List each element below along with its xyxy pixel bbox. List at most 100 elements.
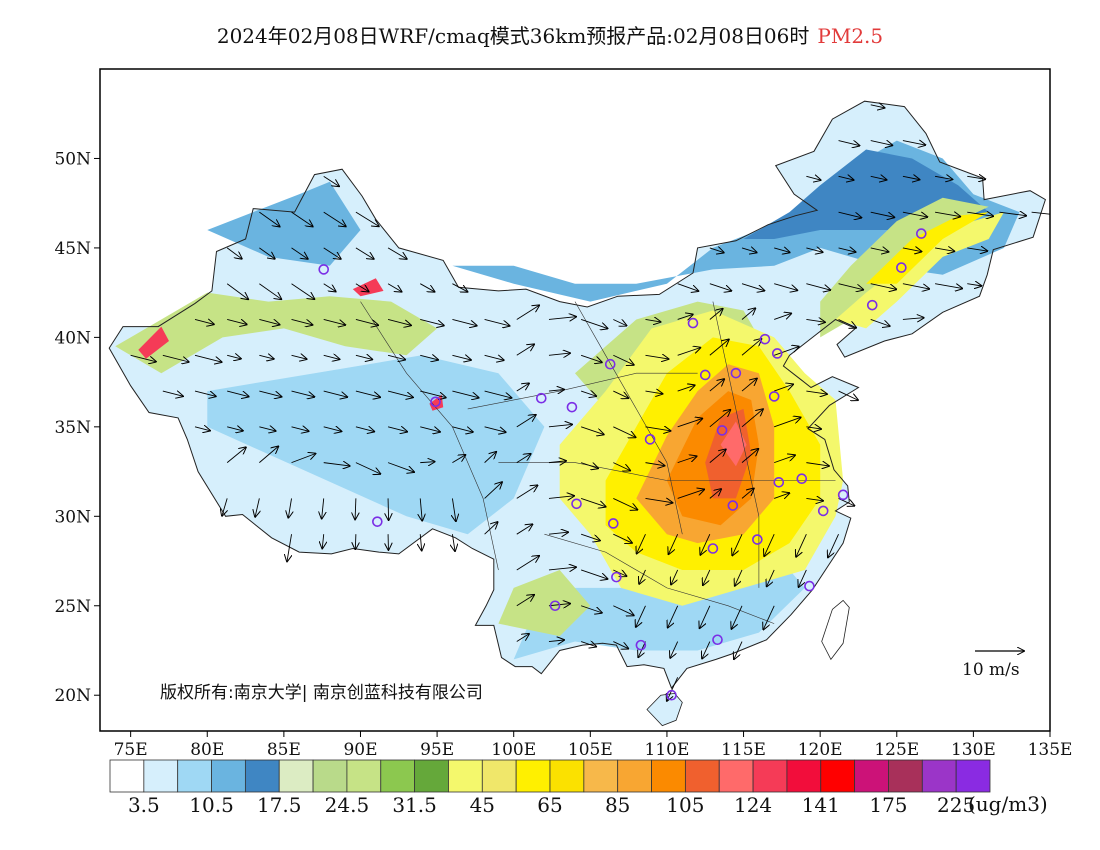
wind-arrow <box>870 105 885 108</box>
wind-arrow <box>580 533 600 540</box>
wind-arrow <box>636 605 646 627</box>
legend-label: 45 <box>470 793 495 817</box>
wind-arrow <box>259 283 281 299</box>
legend-label: 225 <box>937 793 975 817</box>
lat-tick-label: 45N <box>54 239 91 259</box>
wind-arrow <box>452 283 467 292</box>
wind-arrow <box>774 313 791 320</box>
copyright-text: 版权所有:南京大学| 南京创蓝科技有限公司 <box>160 683 483 703</box>
latitude-axis: 20N 25N 30N 35N 40N 45N 50N <box>54 149 100 706</box>
station-marker <box>752 534 763 545</box>
wind-arrow <box>613 462 630 471</box>
wind-arrow <box>194 390 216 396</box>
wind-arrow <box>322 498 324 518</box>
longitude-axis: 75E 80E 85E 90E 95E 100E 105E 110E 115E 120E 125E 1… <box>114 731 1072 760</box>
station-marker <box>535 392 547 404</box>
wind-arrow <box>613 354 633 365</box>
wind-arrow <box>667 677 679 701</box>
wind-arrow <box>387 283 401 292</box>
station-marker <box>687 317 699 329</box>
wind-arrow <box>194 319 214 324</box>
wind-arrow <box>420 355 438 360</box>
wind-arrow <box>677 419 703 428</box>
station-marker <box>571 498 582 510</box>
wind-arrow <box>259 211 279 226</box>
wind-arrow <box>580 426 604 435</box>
legend-label: 141 <box>802 793 840 817</box>
wind-arrow <box>227 319 246 324</box>
wind-arrow <box>291 247 308 259</box>
station-marker <box>716 425 728 436</box>
wind-arrow <box>645 355 668 359</box>
wind-arrow <box>645 463 664 466</box>
legend-label: 10.5 <box>189 793 234 817</box>
legend-units: (ug/m3) <box>968 792 1048 816</box>
lon-tick-label: 80E <box>190 740 224 760</box>
wind-arrow <box>516 305 539 320</box>
station-marker <box>837 489 849 501</box>
wind-arrow <box>548 496 574 499</box>
legend-label: 124 <box>734 793 772 817</box>
wind-arrow <box>323 463 350 466</box>
concentration-band <box>138 326 169 359</box>
wind-arrow <box>709 340 729 356</box>
province-boundary <box>544 533 775 624</box>
wind-arrow <box>580 605 602 613</box>
wind-arrow <box>420 462 434 463</box>
wind-arrow <box>806 176 820 180</box>
wind-arrow <box>645 498 672 502</box>
wind-arrow <box>259 319 279 324</box>
wind-arrow <box>387 319 411 325</box>
station-marker <box>730 367 742 379</box>
station-marker <box>773 477 785 488</box>
wind-arrow <box>774 347 799 356</box>
wind-arrow <box>387 462 414 472</box>
wind-arrow <box>796 534 807 556</box>
wind-arrow <box>709 489 721 499</box>
wind-arrow <box>700 534 711 555</box>
wind-arrow <box>774 417 800 428</box>
wind-arrow <box>774 493 789 498</box>
wind-arrow <box>420 319 444 325</box>
wind-arrow <box>548 353 570 355</box>
wind-arrow <box>709 449 726 463</box>
legend-swatch <box>244 759 280 793</box>
station-marker <box>817 505 829 517</box>
wind-arrow <box>484 319 510 325</box>
wind-arrow <box>162 391 183 396</box>
wind-arrow <box>259 247 274 259</box>
wind-arrow <box>194 354 222 362</box>
legend-swatch <box>380 759 416 793</box>
lon-tick-label: 105E <box>568 740 613 760</box>
wind-arrow <box>902 318 924 320</box>
wind-arrow <box>967 284 981 286</box>
wind-arrow <box>670 641 679 658</box>
wind-arrow <box>806 463 828 466</box>
wind-arrow <box>162 354 189 362</box>
wind-arrow <box>259 355 273 359</box>
lon-tick-label: 75E <box>114 740 148 760</box>
wind-arrow <box>806 283 830 290</box>
wind-arrow <box>388 498 389 520</box>
wind-arrow <box>291 355 307 359</box>
wind-arrow <box>548 390 564 392</box>
wind-arrow <box>323 247 341 259</box>
wind-arrow <box>870 141 893 146</box>
legend-label: 24.5 <box>325 793 370 817</box>
legend-swatch <box>346 759 382 793</box>
wind-arrow <box>420 390 445 398</box>
map-title: 2024年02月08日WRF/cmaq模式36km预报产品:02月08日06时 P… <box>0 20 1100 49</box>
wind-arrow <box>613 319 626 325</box>
lon-tick-label: 130E <box>951 740 996 760</box>
wind-arrow <box>700 605 711 628</box>
wind-arrow <box>548 532 568 534</box>
wind-arrow <box>613 426 635 437</box>
wind-arrow <box>741 409 763 428</box>
legend-swatch <box>278 759 314 793</box>
legend-swatch <box>515 759 551 793</box>
wind-arrow <box>741 339 761 356</box>
wind-arrow <box>677 348 701 356</box>
wind-arrow <box>323 427 342 432</box>
lon-tick-label: 100E <box>491 740 536 760</box>
